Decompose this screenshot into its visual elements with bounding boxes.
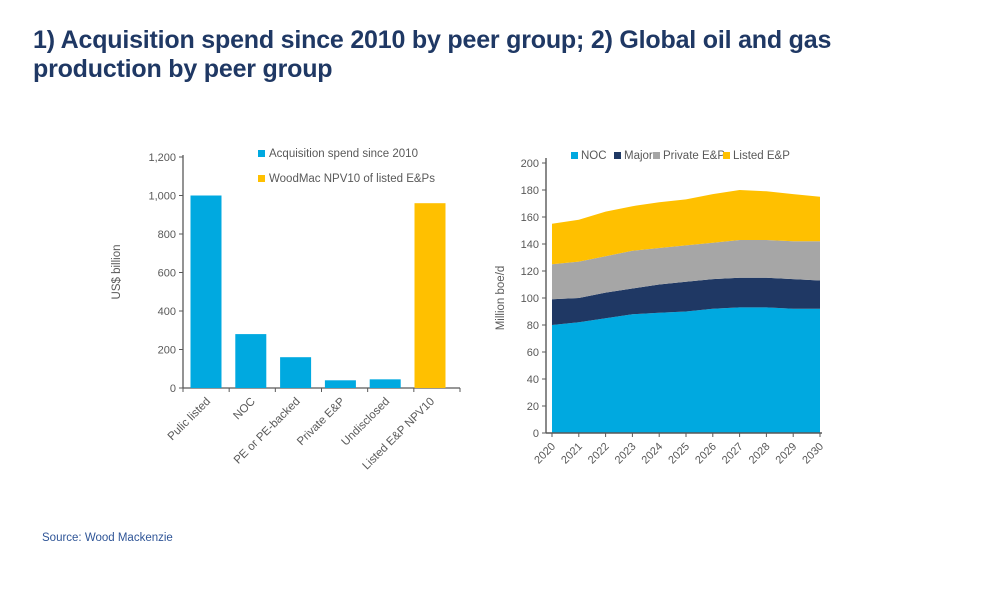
y-tick-label: 0 (170, 383, 176, 395)
page-title: 1) Acquisition spend since 2010 by peer … (33, 26, 973, 83)
x-year-label: 2029 (774, 441, 800, 467)
y-tick-label: 0 (533, 428, 539, 440)
y-tick-label: 40 (527, 374, 539, 386)
y-tick-label: 200 (521, 158, 539, 170)
y-tick-label: 80 (527, 320, 539, 332)
legend-label: WoodMac NPV10 of listed E&Ps (269, 173, 435, 185)
legend-label: Major (624, 150, 653, 162)
production-stacked-area-chart: 0 20 40 60 80 100 120 140 160 180 200 2020 2021 2022 2… (490, 140, 840, 490)
y-tick-label: 160 (521, 212, 539, 224)
y-tick-label: 140 (521, 239, 539, 251)
x-year-label: 2028 (747, 441, 773, 467)
area-major (552, 277, 820, 325)
y-tick-label: 1,000 (148, 191, 176, 203)
x-year-label: 2026 (693, 441, 719, 467)
y-tick-label: 180 (521, 185, 539, 197)
y-axis-title: US$ billion (111, 245, 123, 300)
legend-swatch (258, 175, 265, 182)
x-year-label: 2020 (532, 441, 558, 467)
y-tick-label: 600 (158, 268, 176, 280)
x-year-label: 2030 (800, 441, 826, 467)
acquisition-spend-bar-chart: 0 200 400 600 800 1,000 1,200 US$ billion Pulic … (100, 140, 480, 490)
legend-swatch (723, 152, 730, 159)
y-tick-label: 20 (527, 401, 539, 413)
bar-5 (369, 379, 401, 388)
source-note: Source: Wood Mackenzie (42, 532, 173, 544)
bar-3 (280, 357, 312, 388)
legend-label: Listed E&P (733, 150, 790, 162)
area-private-e-p (552, 240, 820, 300)
legend-swatch (571, 152, 578, 159)
area-listed-e-p (552, 190, 820, 265)
bar-6 (414, 203, 446, 388)
y-tick-label: 1,200 (148, 152, 176, 164)
x-year-label: 2025 (666, 441, 692, 467)
x-year-label: 2022 (586, 441, 612, 467)
y-tick-label: 400 (158, 306, 176, 318)
y-tick-label: 120 (521, 266, 539, 278)
legend-swatch (614, 152, 621, 159)
page-title-line-1: 1) Acquisition spend since 2010 by peer … (33, 26, 832, 54)
y-tick-label: 200 (158, 345, 176, 357)
bar-chart-svg: 0 200 400 600 800 1,000 1,200 US$ billion Pulic … (111, 148, 461, 472)
legend-label: Acquisition spend since 2010 (269, 148, 418, 160)
y-tick-label: 100 (521, 293, 539, 305)
bar-1 (190, 195, 222, 388)
legend-swatch (258, 150, 265, 157)
x-category-label: NOC (231, 396, 258, 423)
legend-label: Private E&P (663, 150, 725, 162)
x-category-label: Pulic listed (166, 396, 213, 443)
legend-label: NOC (581, 150, 607, 162)
page-title-line-2: production by peer group (33, 54, 333, 83)
y-axis-title: Million boe/d (495, 266, 507, 331)
area-noc (552, 307, 820, 433)
x-year-label: 2027 (720, 441, 746, 467)
x-year-label: 2023 (613, 441, 639, 467)
bar-2 (235, 334, 267, 388)
x-year-label: 2024 (640, 441, 666, 467)
y-tick-label: 60 (527, 347, 539, 359)
bar-4 (324, 380, 356, 388)
legend-swatch (653, 152, 660, 159)
y-tick-label: 800 (158, 229, 176, 241)
x-year-label: 2021 (559, 441, 585, 467)
